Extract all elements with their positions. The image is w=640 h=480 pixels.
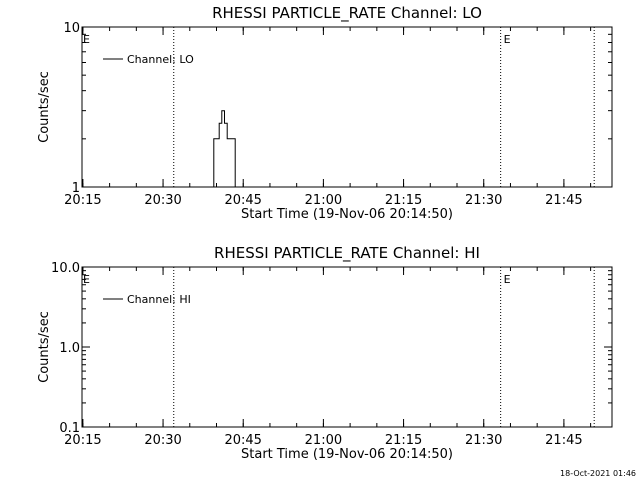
chart2-x-tick-label: 21:45	[545, 433, 582, 448]
chart2-x-axis-label: Start Time (19-Nov-06 20:14:50)	[241, 447, 453, 462]
chart2-y-tick-label: 0.1	[59, 421, 80, 436]
chart1-x-tick-label: 21:30	[465, 193, 502, 208]
chart2-left-edge-label: E	[83, 273, 90, 286]
chart2-y-tick-label: 1.0	[59, 341, 80, 356]
chart1-plot-frame	[81, 26, 613, 188]
chart2-x-tick-label: 21:15	[385, 433, 422, 448]
chart1-series-line	[213, 110, 236, 187]
chart2-title: RHESSI PARTICLE_RATE Channel: HI	[214, 244, 480, 263]
chart2-event-marker-label: E	[504, 273, 511, 286]
chart2-legend-label: Channel: HI	[127, 293, 191, 306]
chart2-y-axis-label: Counts/sec	[37, 311, 52, 383]
chart1-left-edge-label: E	[83, 33, 90, 46]
chart1-y-tick-label: 10	[63, 21, 80, 36]
chart2-x-tick-label: 20:45	[224, 433, 261, 448]
chart2-x-tick-label: 20:15	[64, 433, 101, 448]
chart1-x-tick-label: 20:15	[64, 193, 101, 208]
chart1-x-tick-label: 20:30	[144, 193, 181, 208]
chart1-x-tick-label: 21:45	[545, 193, 582, 208]
chart1-y-tick-label: 1	[72, 181, 80, 196]
chart2-x-tick-label: 21:00	[305, 433, 342, 448]
chart1-x-tick-label: 20:45	[224, 193, 261, 208]
chart1-title: RHESSI PARTICLE_RATE Channel: LO	[212, 4, 482, 23]
chart1-x-tick-label: 21:15	[385, 193, 422, 208]
chart2-x-tick-label: 20:30	[144, 433, 181, 448]
chart1-legend-label: Channel: LO	[127, 53, 194, 66]
chart1-x-tick-label: 21:00	[305, 193, 342, 208]
footer-timestamp: 18-Oct-2021 01:46	[560, 469, 636, 478]
chart2-plot-frame	[81, 266, 613, 428]
chart2-x-tick-label: 21:30	[465, 433, 502, 448]
chart1-y-axis-label: Counts/sec	[37, 71, 52, 143]
chart1-event-marker-label: E	[504, 33, 511, 46]
chart2-y-tick-label: 10.0	[51, 261, 80, 276]
chart1-x-axis-label: Start Time (19-Nov-06 20:14:50)	[241, 207, 453, 222]
